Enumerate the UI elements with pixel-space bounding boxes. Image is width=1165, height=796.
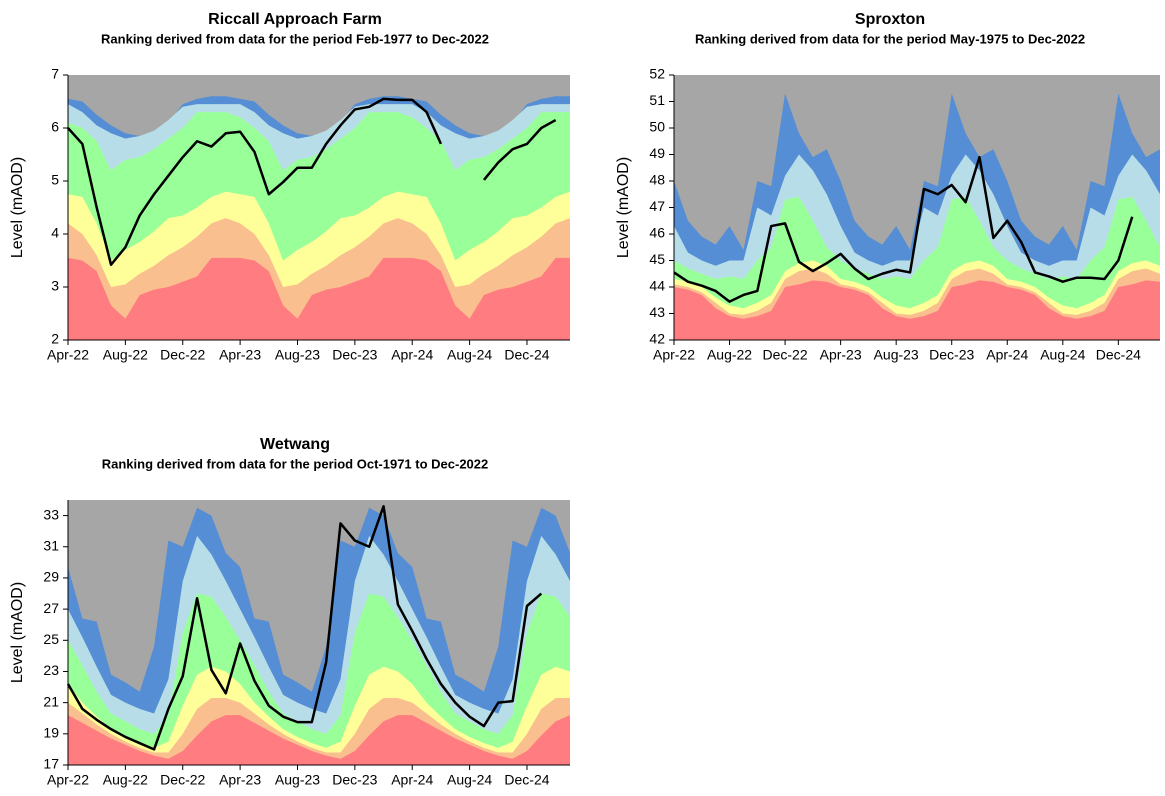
y-axis-label: Level (mAOD) [9, 157, 26, 258]
y-tick-label: 23 [43, 662, 59, 678]
y-tick-label: 42 [649, 331, 665, 347]
x-tick-label: Dec-22 [763, 347, 808, 363]
y-tick-label: 47 [649, 198, 665, 214]
y-tick-label: 19 [43, 725, 59, 741]
y-tick-label: 52 [649, 66, 665, 82]
y-axis-label: Level (mAOD) [615, 157, 632, 258]
y-tick-label: 2 [51, 331, 59, 347]
chart-title: Riccall Approach Farm [208, 11, 382, 28]
x-tick-label: Aug-24 [447, 772, 492, 788]
x-tick-label: Aug-22 [707, 347, 752, 363]
y-tick-label: 27 [43, 600, 59, 616]
y-tick-label: 6 [51, 119, 59, 135]
x-tick-label: Aug-22 [103, 347, 148, 363]
y-tick-label: 51 [649, 92, 665, 108]
x-tick-label: Dec-22 [160, 347, 205, 363]
x-tick-label: Apr-24 [986, 347, 1028, 363]
band-area [68, 257, 570, 340]
x-tick-label: Aug-23 [275, 347, 320, 363]
y-tick-label: 33 [43, 506, 59, 522]
x-tick-label: Dec-24 [504, 347, 549, 363]
x-tick-label: Aug-22 [103, 772, 148, 788]
level-line [673, 155, 1134, 303]
y-tick-label: 3 [51, 278, 59, 294]
y-tick-label: 45 [649, 251, 665, 267]
chart-subtitle: Ranking derived from data for the period… [695, 31, 1085, 46]
x-tick-label: Dec-23 [929, 347, 974, 363]
y-tick-label: 7 [51, 66, 59, 82]
y-axis-label: Level (mAOD) [9, 582, 26, 683]
x-tick-label: Apr-24 [391, 772, 433, 788]
x-tick-label: Aug-23 [874, 347, 919, 363]
y-tick-label: 50 [649, 119, 665, 135]
y-tick-label: 25 [43, 631, 59, 647]
x-tick-label: Apr-24 [391, 347, 433, 363]
chart-title: Wetwang [260, 436, 330, 453]
x-tick-label: Apr-22 [653, 347, 695, 363]
x-tick-label: Apr-22 [47, 347, 89, 363]
level-line [67, 97, 557, 266]
x-tick-label: Apr-23 [219, 772, 261, 788]
x-tick-label: Apr-23 [219, 347, 261, 363]
y-tick-label: 44 [649, 278, 665, 294]
x-tick-label: Apr-22 [47, 772, 89, 788]
x-tick-label: Aug-24 [1040, 347, 1085, 363]
chart-title: Sproxton [855, 11, 925, 28]
y-tick-label: 31 [43, 537, 59, 553]
level-line [66, 504, 543, 751]
y-tick-label: 5 [51, 172, 59, 188]
y-tick-label: 21 [43, 693, 59, 709]
y-tick-label: 43 [649, 304, 665, 320]
x-tick-label: Dec-23 [332, 347, 377, 363]
x-tick-label: Dec-24 [504, 772, 549, 788]
band-area [68, 715, 570, 765]
y-tick-label: 46 [649, 225, 665, 241]
y-tick-label: 4 [51, 225, 59, 241]
x-tick-label: Dec-22 [160, 772, 205, 788]
x-tick-label: Aug-23 [275, 772, 320, 788]
y-tick-label: 48 [649, 172, 665, 188]
x-tick-label: Dec-24 [1096, 347, 1141, 363]
chart-subtitle: Ranking derived from data for the period… [102, 456, 489, 471]
y-tick-label: 49 [649, 145, 665, 161]
x-tick-label: Dec-23 [332, 772, 377, 788]
band-area [674, 280, 1160, 340]
x-tick-label: Apr-23 [820, 347, 862, 363]
chart-subtitle: Ranking derived from data for the period… [101, 31, 489, 46]
y-tick-label: 17 [43, 756, 59, 772]
y-tick-label: 29 [43, 569, 59, 585]
x-tick-label: Aug-24 [447, 347, 492, 363]
